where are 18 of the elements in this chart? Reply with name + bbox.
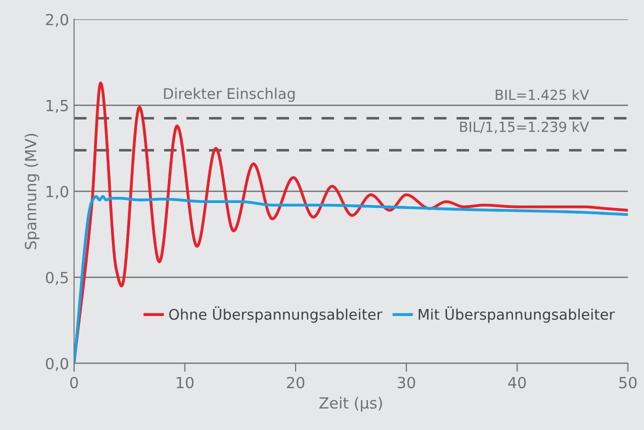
y-tick-label: 1,0 [46,186,68,199]
annotation: Direkter Einschlag [164,88,295,102]
x-axis-title: Zeit (µs) [319,396,382,412]
x-tick-label: 10 [176,376,194,388]
x-tick-label: 50 [619,376,637,388]
y-tick-label: 2,0 [46,14,68,27]
legend-label: Mit Überspannungsableiter [418,306,615,323]
y-tick-label: 1,5 [46,100,68,113]
x-tick-label: 0 [70,376,78,388]
legend-label: Ohne Überspannungsableiter [169,306,382,323]
y-tick-label: 0,0 [46,358,68,371]
x-tick-label: 30 [398,376,416,388]
ref-line-label: BIL=1.425 kV [496,89,590,100]
y-axis-title: Spannung (MV) [24,134,40,250]
x-tick-label: 20 [286,376,304,388]
ref-line-label: BIL/1,15=1.239 kV [460,121,590,134]
y-tick-label: 0,5 [46,272,68,285]
x-tick-label: 40 [508,376,526,388]
